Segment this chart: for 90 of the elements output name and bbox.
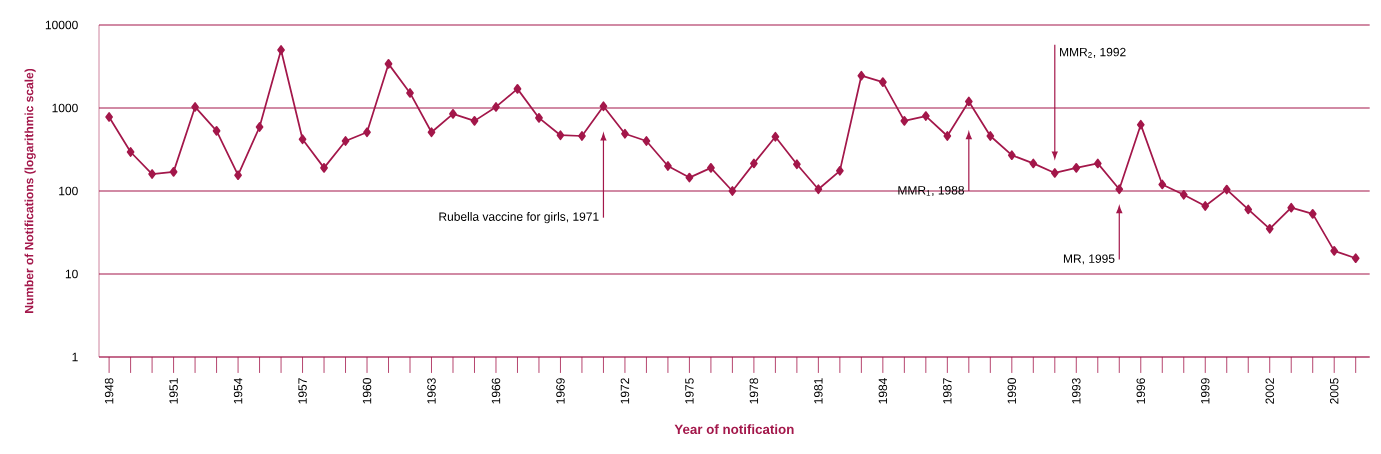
point: [169, 167, 178, 177]
annotation: MMR$_{2}$, 1992: [1060, 47, 1126, 58]
point: [406, 88, 414, 98]
x-tick-label: 1990: [1007, 378, 1017, 404]
x-tick-label: 1963: [427, 378, 436, 404]
point: [1201, 201, 1210, 211]
point: [1007, 150, 1016, 161]
point: [341, 136, 350, 146]
point: [1222, 184, 1231, 195]
x-tick-label: 1987: [943, 378, 952, 404]
x-axis-title: Year of notification: [674, 424, 794, 435]
point: [728, 186, 737, 196]
point: [384, 59, 393, 69]
point: [320, 163, 328, 173]
point: [148, 169, 156, 179]
x-tick-label: 1960: [362, 378, 372, 404]
point: [900, 115, 909, 126]
x-tick-label: 2005: [1329, 378, 1339, 404]
x-tick-label: 2002: [1265, 378, 1274, 404]
point: [1265, 223, 1274, 234]
x-tick-label: 1999: [1201, 378, 1210, 404]
x-tick-label: 1996: [1136, 378, 1146, 404]
x-tick-label: 1966: [491, 378, 501, 404]
x-tick-label: 1984: [878, 378, 888, 404]
point: [1136, 119, 1145, 130]
annotation: MR, 1995: [1063, 254, 1115, 265]
point: [621, 128, 629, 139]
point: [191, 102, 199, 112]
point: [277, 45, 285, 55]
point: [793, 159, 801, 170]
point: [126, 147, 135, 157]
point: [964, 96, 973, 107]
point: [1287, 202, 1296, 213]
point: [105, 112, 113, 122]
point: [1330, 245, 1339, 256]
y-tick-label: 1: [72, 352, 78, 362]
point: [427, 127, 436, 138]
point: [921, 111, 930, 121]
point: [1351, 253, 1360, 264]
annotation: MMR$_{1}$, 1988: [898, 186, 965, 196]
point: [1179, 189, 1188, 200]
x-tick-label: 1972: [620, 378, 630, 404]
point: [212, 126, 221, 136]
point: [1158, 179, 1167, 190]
point: [814, 184, 823, 195]
point: [556, 130, 565, 141]
point: [750, 158, 758, 169]
point: [1029, 158, 1038, 169]
point: [771, 131, 780, 142]
point: [255, 122, 264, 132]
x-tick-label: 1993: [1072, 378, 1081, 404]
annotation: Rubella vaccine for girls, 1971: [439, 212, 599, 224]
point: [234, 170, 242, 181]
point: [857, 70, 866, 81]
x-tick-label: 1969: [556, 378, 565, 404]
y-tick-label: 10000: [45, 20, 78, 30]
point: [513, 84, 522, 94]
x-tick-label: 1981: [814, 378, 823, 404]
point: [492, 102, 500, 112]
point: [642, 136, 651, 146]
point: [1072, 163, 1081, 173]
point: [986, 131, 995, 141]
point: [1093, 158, 1102, 169]
x-tick-label: 1978: [749, 378, 759, 404]
point: [363, 127, 371, 138]
point: [578, 131, 586, 141]
point: [1050, 168, 1059, 178]
point: [535, 113, 543, 123]
point: [470, 115, 479, 126]
point: [664, 161, 672, 171]
point: [1308, 209, 1317, 219]
point: [449, 108, 457, 119]
y-tick-label: 100: [59, 186, 78, 196]
point: [599, 101, 608, 112]
point: [298, 134, 307, 145]
y-tick-label: 10: [65, 269, 78, 279]
x-tick-label: 1957: [298, 378, 307, 404]
x-tick-label: 1954: [233, 378, 243, 404]
y-tick-label: 1000: [52, 103, 78, 113]
point: [836, 165, 844, 176]
x-tick-label: 1975: [685, 378, 694, 404]
x-tick-label: 1948: [104, 378, 114, 404]
y-axis-title: Number of Notifications (logarithmic scale): [24, 68, 36, 313]
x-tick-label: 1951: [169, 378, 178, 404]
point: [1115, 184, 1124, 195]
point: [685, 172, 694, 183]
point: [1244, 204, 1253, 215]
point: [707, 163, 715, 173]
point: [943, 131, 952, 141]
point: [878, 77, 887, 87]
